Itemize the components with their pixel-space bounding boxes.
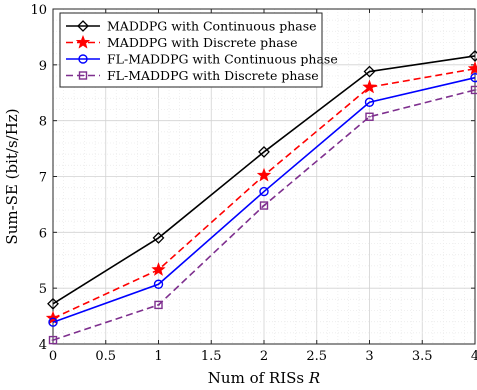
data-point-marker <box>362 79 377 94</box>
x-axis-label: Num of RISs R <box>208 369 320 387</box>
x-tick-label: 1.5 <box>201 349 222 364</box>
x-tick-label: 0 <box>49 349 57 364</box>
series-1 <box>47 49 477 310</box>
legend-item: FL-MADDPG with Discrete phase <box>66 68 319 83</box>
data-point-marker <box>365 112 374 121</box>
x-tick-label: 2 <box>260 349 268 364</box>
series-line <box>52 76 476 323</box>
legend-marker-outline <box>78 71 88 80</box>
series-4 <box>48 85 477 345</box>
x-axis-label-text: Num of RISs <box>208 369 309 387</box>
x-tick-label: 4 <box>471 349 477 364</box>
data-point-marker <box>363 65 376 78</box>
y-tick-label: 4 <box>39 338 47 353</box>
y-tick-label: 10 <box>30 3 47 18</box>
series-layer <box>45 49 477 345</box>
legend-marker <box>77 20 89 32</box>
legend-label: MADDPG with Continuous phase <box>107 19 317 34</box>
data-point-marker-outline <box>48 335 58 345</box>
x-tick-label: 3 <box>365 349 373 364</box>
data-point-marker <box>48 317 58 327</box>
x-tick-label: 1 <box>154 349 162 364</box>
legend-marker <box>78 54 88 64</box>
data-point-marker <box>470 85 477 95</box>
series-3 <box>48 72 477 327</box>
y-tick-label: 7 <box>39 171 47 186</box>
legend-box <box>59 12 323 88</box>
data-point-marker-outline <box>154 300 163 310</box>
data-point-marker <box>154 300 163 310</box>
legend-label: FL-MADDPG with Continuous phase <box>107 52 338 67</box>
legend-item: MADDPG with Continuous phase <box>66 19 317 34</box>
y-tick-label: 8 <box>39 115 47 130</box>
data-point-marker <box>259 201 269 210</box>
legend-label: MADDPG with Discrete phase <box>107 35 298 50</box>
data-point-marker <box>364 97 375 107</box>
data-point-marker <box>151 262 166 276</box>
data-point-marker-outline <box>259 201 269 210</box>
x-tick-label: 2.5 <box>306 349 327 364</box>
x-tick-label: 0.5 <box>95 349 116 364</box>
data-point-marker <box>48 335 58 345</box>
data-point-marker <box>47 297 59 310</box>
y-tick-label: 9 <box>39 59 47 74</box>
y-tick-label: 5 <box>39 282 47 297</box>
axis-ticks: 0 0.5 1 1.5 2 2.5 3 3.5 4 4 5 6 7 8 9 10 <box>30 3 477 364</box>
data-point-marker <box>256 167 272 182</box>
legend-marker <box>78 71 88 80</box>
y-tick-label: 6 <box>39 226 47 241</box>
legend-item: FL-MADDPG with Continuous phase <box>66 52 338 67</box>
data-point-marker-outline <box>365 112 374 121</box>
data-point-marker <box>259 186 269 197</box>
legend-marker <box>75 34 91 49</box>
data-point-marker <box>469 49 477 62</box>
x-axis-label-variable: R <box>308 369 320 387</box>
y-axis-label: Sum-SE (bit/s/Hz) <box>3 108 21 244</box>
grid <box>52 8 476 345</box>
series-line <box>52 55 476 305</box>
x-tick-label: 3.5 <box>412 349 433 364</box>
data-point-marker-outline <box>470 85 477 95</box>
data-point-marker <box>258 146 270 158</box>
data-point-marker <box>467 61 477 75</box>
legend-item: MADDPG with Discrete phase <box>66 34 298 50</box>
data-point-marker <box>470 72 477 83</box>
legend-label: FL-MADDPG with Discrete phase <box>107 68 319 83</box>
data-point-marker <box>152 231 165 244</box>
data-point-marker <box>153 279 164 289</box>
